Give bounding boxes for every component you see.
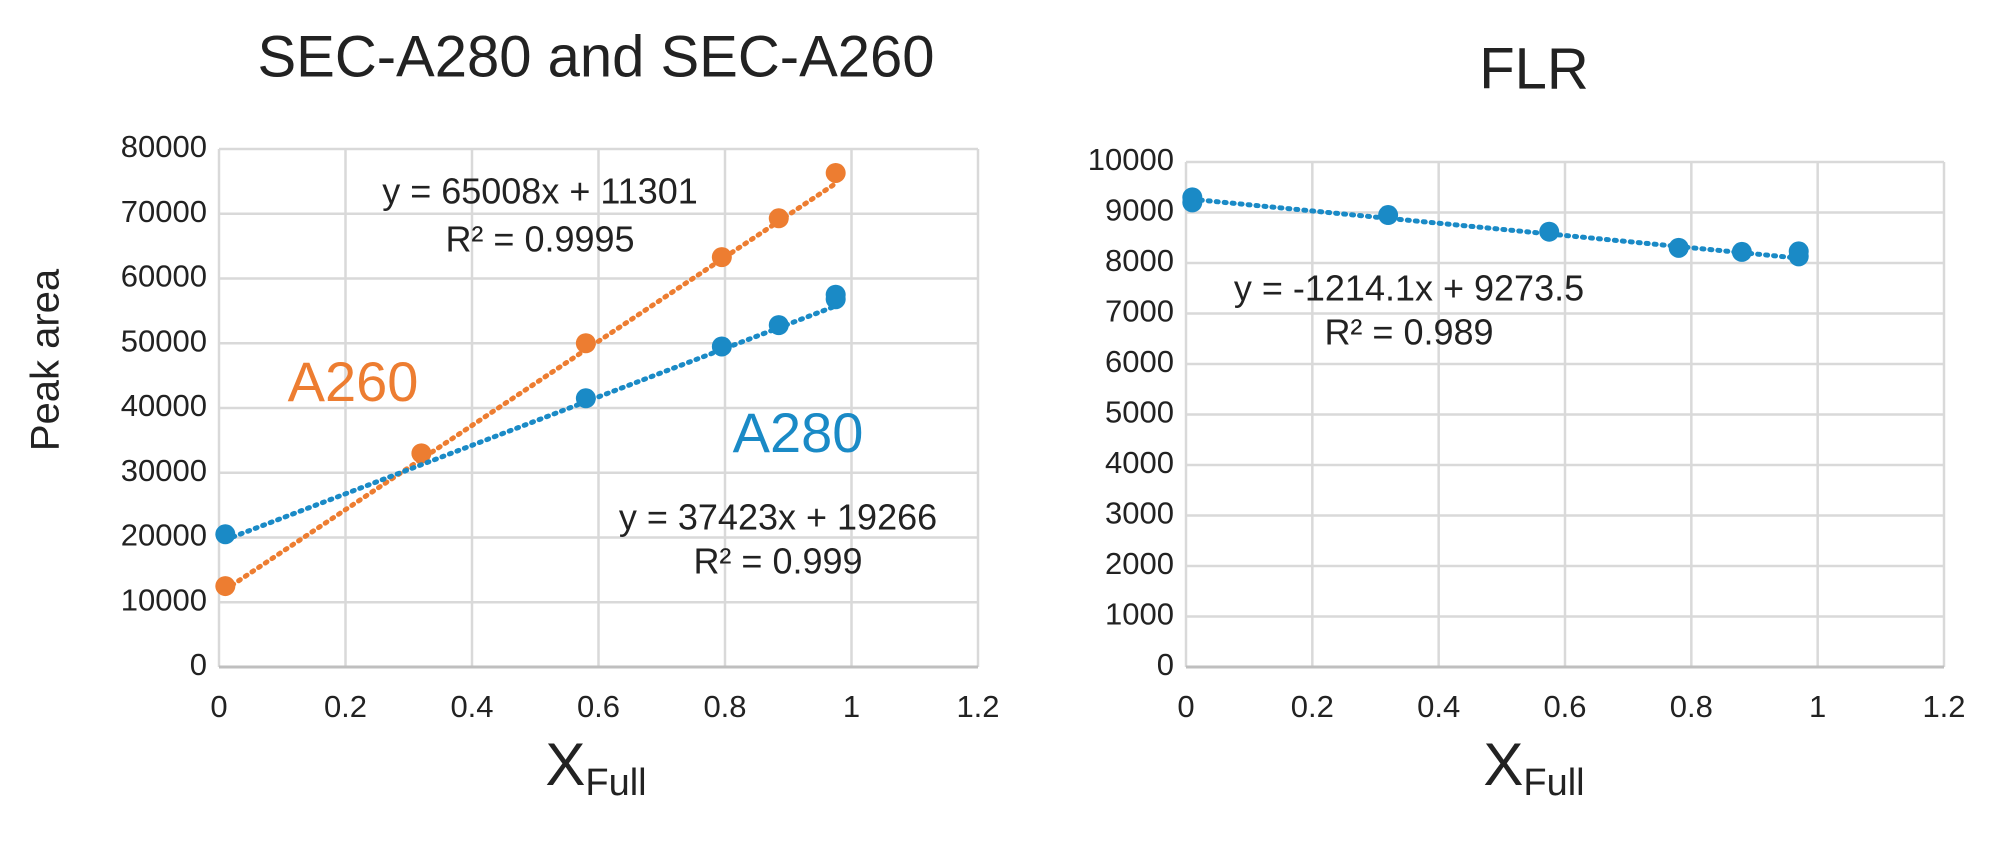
x-axis-label-main: X xyxy=(545,731,585,798)
series-label: A260 xyxy=(288,350,419,413)
data-point xyxy=(1378,205,1399,226)
trendline-equation: y = 65008x + 11301 xyxy=(382,171,698,212)
x-tick-label: 0.4 xyxy=(1417,689,1460,724)
x-tick-label: 0.2 xyxy=(1291,689,1334,724)
x-tick-label: 0.6 xyxy=(577,689,620,724)
x-tick-label: 1.2 xyxy=(956,689,999,724)
data-point xyxy=(411,443,432,464)
y-tick-label: 60000 xyxy=(121,259,207,294)
y-tick-label: 2000 xyxy=(1105,546,1174,581)
y-tick-label: 1000 xyxy=(1105,597,1174,632)
y-tick-label: 0 xyxy=(1157,647,1174,682)
y-tick-label: 80000 xyxy=(121,129,207,164)
x-tick-label: 0.6 xyxy=(1543,689,1586,724)
data-point xyxy=(711,336,732,357)
trendline-equation: y = 37423x + 19266 xyxy=(619,497,937,538)
data-point xyxy=(1788,246,1809,267)
data-point xyxy=(768,315,789,336)
y-tick-label: 8000 xyxy=(1105,243,1174,278)
data-point xyxy=(825,162,846,183)
data-point xyxy=(215,576,236,597)
x-tick-label: 0 xyxy=(1177,689,1194,724)
y-tick-label: 7000 xyxy=(1105,294,1174,329)
y-tick-label: 5000 xyxy=(1105,395,1174,430)
series-label: A280 xyxy=(733,401,864,464)
x-axis-label: XFull xyxy=(1483,731,1584,804)
y-tick-label: 20000 xyxy=(121,518,207,553)
data-point xyxy=(575,388,596,409)
x-axis-label: XFull xyxy=(545,731,646,804)
x-tick-label: 1.2 xyxy=(1922,689,1965,724)
y-tick-label: 0 xyxy=(190,647,207,682)
y-axis-label: Peak area xyxy=(24,268,68,451)
y-tick-label: 3000 xyxy=(1105,496,1174,531)
data-point xyxy=(215,524,236,545)
x-tick-label: 1 xyxy=(843,689,860,724)
y-tick-label: 70000 xyxy=(121,194,207,229)
data-point xyxy=(1731,241,1752,262)
data-point xyxy=(1182,192,1203,213)
data-point xyxy=(1539,221,1560,242)
chart-title: SEC-A280 and SEC-A260 xyxy=(257,24,934,89)
y-tick-label: 6000 xyxy=(1105,344,1174,379)
y-tick-label: 30000 xyxy=(121,453,207,488)
chart-title: FLR xyxy=(1479,36,1589,101)
x-tick-label: 0.8 xyxy=(1670,689,1713,724)
data-point xyxy=(768,208,789,229)
r-squared: R² = 0.9995 xyxy=(445,219,634,260)
data-point xyxy=(711,247,732,268)
x-axis-label-main: X xyxy=(1483,731,1523,798)
y-tick-label: 4000 xyxy=(1105,445,1174,480)
x-tick-label: 1 xyxy=(1809,689,1826,724)
x-tick-label: 0.8 xyxy=(703,689,746,724)
y-tick-label: 40000 xyxy=(121,388,207,423)
trendline xyxy=(1189,196,1802,261)
y-tick-label: 50000 xyxy=(121,323,207,358)
trendline xyxy=(222,180,839,593)
r-squared: R² = 0.989 xyxy=(1324,312,1493,353)
y-tick-label: 10000 xyxy=(1088,142,1174,177)
x-tick-label: 0.2 xyxy=(324,689,367,724)
data-point xyxy=(575,333,596,354)
data-point xyxy=(1668,237,1689,258)
data-point xyxy=(825,284,846,305)
y-tick-label: 10000 xyxy=(121,582,207,617)
x-tick-label: 0 xyxy=(210,689,227,724)
x-axis-label-subscript: Full xyxy=(1523,762,1584,804)
x-tick-label: 0.4 xyxy=(450,689,493,724)
trendline-equation: y = -1214.1x + 9273.5 xyxy=(1234,268,1584,309)
x-axis-label-subscript: Full xyxy=(585,762,646,804)
y-tick-label: 9000 xyxy=(1105,193,1174,228)
r-squared: R² = 0.999 xyxy=(693,541,862,582)
trendline xyxy=(222,303,839,543)
